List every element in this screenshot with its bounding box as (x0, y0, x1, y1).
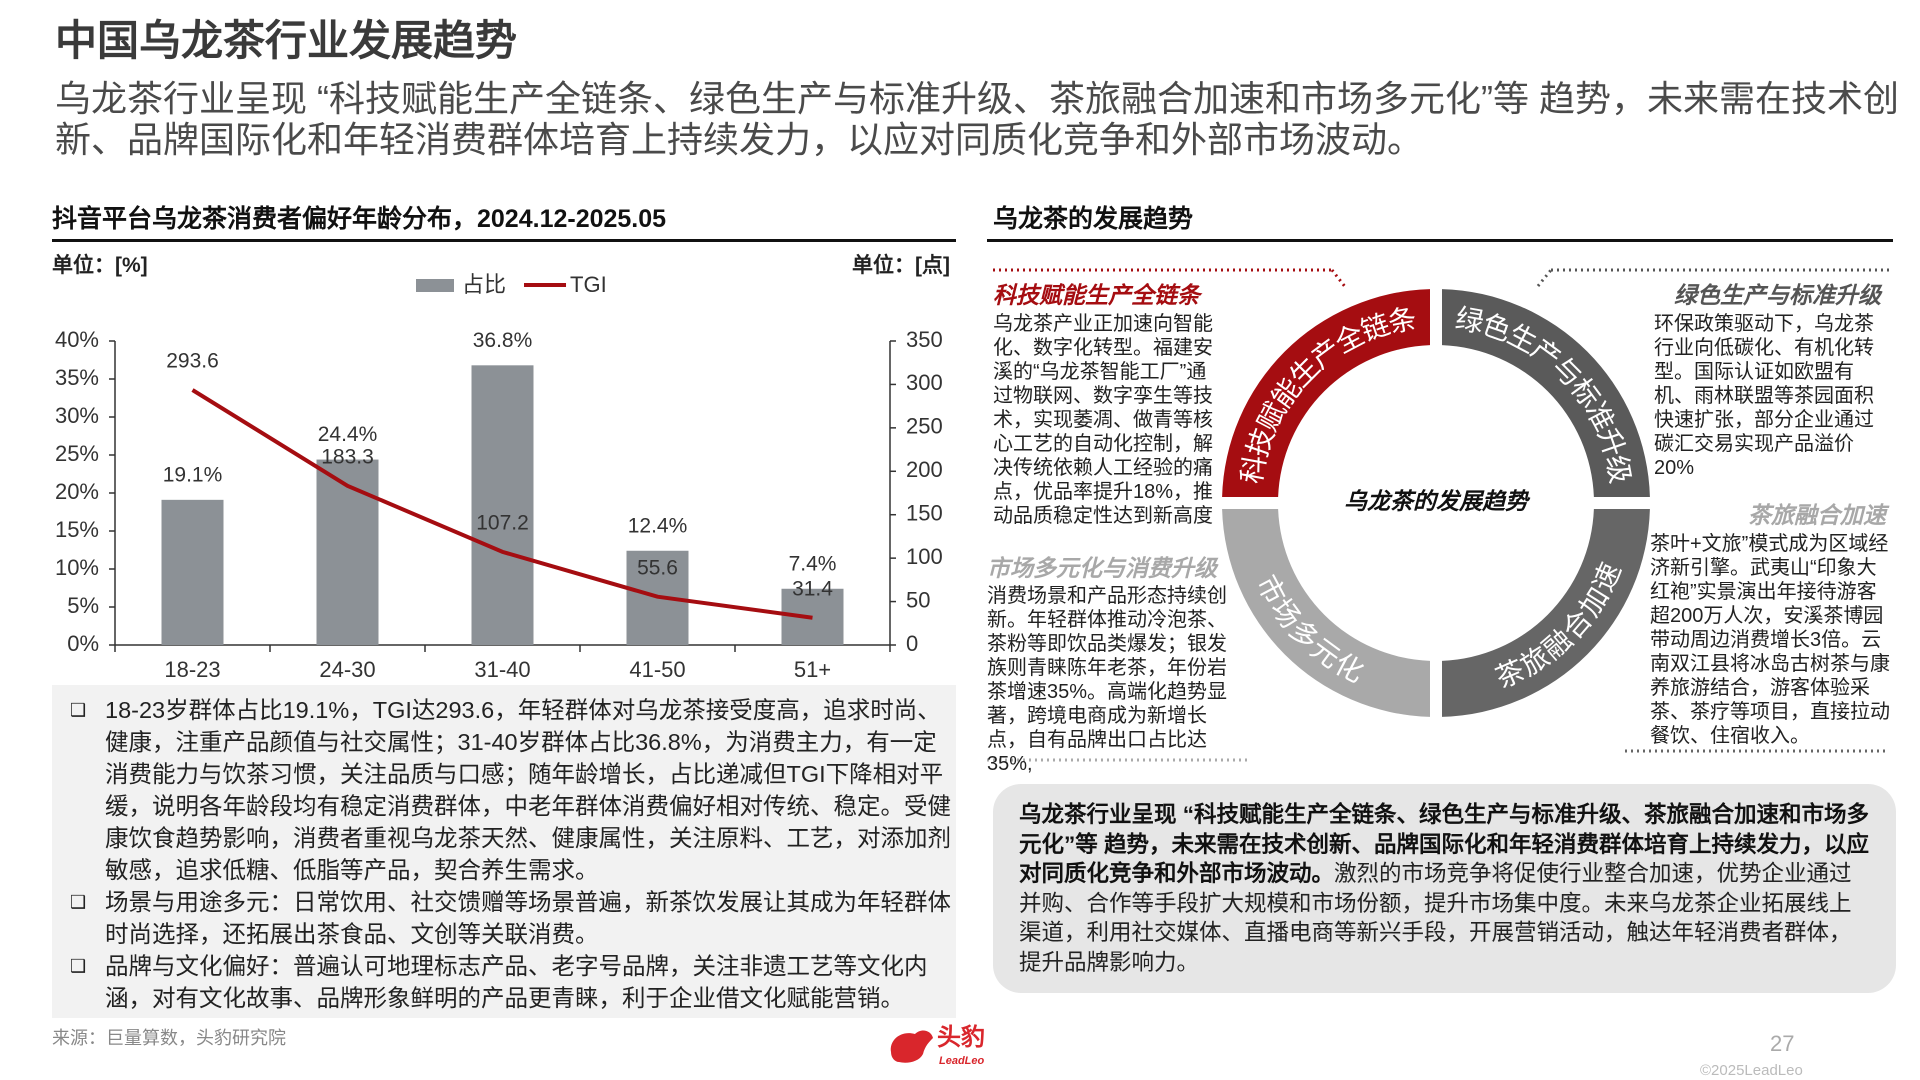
legend-swatch (416, 279, 454, 292)
line-value-label: 183.3 (321, 445, 374, 468)
bar-value-label: 12.4% (628, 514, 688, 537)
connector (1330, 269, 1348, 289)
y2-tick-label: 200 (906, 457, 943, 482)
chart-title: 抖音平台乌龙茶消费者偏好年龄分布，2024.12-2025.05 (52, 205, 667, 233)
ring-segment (1222, 509, 1430, 717)
note-item: 场景与用途多元：日常饮用、社交馈赠等场景普遍，新茶饮发展让其成为年轻群体时尚选择… (52, 886, 956, 950)
legend-label: TGI (570, 272, 607, 297)
y-tick-label: 30% (55, 403, 99, 428)
x-tick-label: 18-23 (164, 657, 220, 682)
section-rule (987, 239, 1893, 242)
y2-unit: 单位：[点] (852, 254, 950, 277)
line-value-label: 31.4 (792, 577, 833, 600)
x-tick-label: 31-40 (474, 657, 530, 682)
logo-icon (890, 1030, 933, 1063)
bar (316, 459, 379, 645)
y2-tick-label: 350 (906, 327, 943, 352)
bar-value-label: 7.4% (789, 552, 837, 575)
summary-text: 激烈的市场竞争将促使行业整合加速，优势企业通过并购、合作等手段扩大规模和市场份额… (1019, 861, 1852, 975)
y-tick-label: 0% (67, 631, 99, 656)
page-number: 27 (1770, 1031, 1795, 1056)
line (191, 388, 813, 620)
bar-value-label: 19.1% (163, 463, 223, 486)
summary-bold: 乌龙茶行业呈现 “科技赋能生产全链条、绿色生产与标准升级、茶旅融合加速和市场多元… (1019, 802, 1870, 886)
y-tick-label: 5% (67, 593, 99, 618)
page-subtitle: 乌龙茶行业呈现 “科技赋能生产全链条、绿色生产与标准升级、茶旅融合加速和市场多元… (55, 78, 1899, 160)
y-unit: 单位：[%] (52, 254, 148, 277)
bar (161, 499, 224, 645)
y-tick-label: 25% (55, 441, 99, 466)
line-value-label: 293.6 (166, 350, 219, 373)
trend-title: 科技赋能生产全链条 (993, 282, 1200, 308)
y2-tick-label: 300 (906, 370, 943, 395)
line-value-label: 55.6 (637, 556, 678, 579)
section-rule (52, 239, 956, 242)
bar-value-label: 36.8% (473, 329, 533, 352)
page-title: 中国乌龙茶行业发展趋势 (55, 17, 518, 64)
x-tick-label: 51+ (794, 657, 831, 682)
trend-title: 市场多元化与消费升级 (987, 555, 1217, 581)
logo-en: LeadLeo (939, 1055, 985, 1067)
ring-segment (1442, 509, 1650, 717)
note-item: 18-23岁群体占比19.1%，TGI达293.6，年轻群体对乌龙茶接受度高，追… (52, 694, 956, 886)
trend-text: 乌龙茶产业正加速向智能化、数字化转型。福建安溪的“乌龙茶智能工厂”通过物联网、数… (993, 313, 1214, 527)
summary-box: 乌龙茶行业呈现 “科技赋能生产全链条、绿色生产与标准升级、茶旅融合加速和市场多元… (993, 784, 1896, 993)
line-value-label: 107.2 (476, 511, 529, 534)
ring-center: 乌龙茶的发展趋势 (1344, 488, 1531, 514)
y2-tick-label: 100 (906, 544, 943, 569)
trend-title: 茶旅融合加速 (1748, 502, 1886, 528)
ring-segment (1442, 289, 1650, 497)
x-tick-label: 24-30 (319, 657, 375, 682)
trend-text: 环保政策驱动下，乌龙茶行业向低碳化、有机化转型。国际认证如欧盟有机、雨林联盟等茶… (1654, 313, 1874, 479)
y-tick-label: 10% (55, 555, 99, 580)
ring-segment (1222, 289, 1430, 497)
y-tick-label: 20% (55, 479, 99, 504)
y2-tick-label: 150 (906, 501, 943, 526)
connector (1536, 269, 1553, 287)
section-title: 乌龙茶的发展趋势 (993, 205, 1194, 233)
note-item: 品牌与文化偏好：普遍认可地理标志产品、老字号品牌，关注非遗工艺等文化内涵，对有文… (52, 950, 956, 1014)
bar (471, 365, 534, 645)
y-tick-label: 35% (55, 365, 99, 390)
source: 来源：巨量算数，头豹研究院 (52, 1028, 286, 1048)
bar-value-label: 24.4% (318, 423, 378, 446)
x-tick-label: 41-50 (629, 657, 685, 682)
notes-box: 18-23岁群体占比19.1%，TGI达293.6，年轻群体对乌龙茶接受度高，追… (52, 685, 956, 1018)
logo-cn: 头豹 (937, 1023, 985, 1051)
copyright: ©2025LeadLeo (1700, 1062, 1803, 1079)
y-tick-label: 40% (55, 327, 99, 352)
y2-tick-label: 0 (906, 631, 918, 656)
logo: 头豹 LeadLeo (890, 1023, 985, 1067)
y2-tick-label: 250 (906, 414, 943, 439)
chart: 0% 5% 10% 15% 20% 25% 30% 35% 40% 0 50 100 150 200 250… (55, 272, 943, 682)
trend-text: 消费场景和产品形态持续创新。年轻群体推动冷泡茶、茶粉等即饮品类爆发；银发族则青睐… (987, 585, 1228, 775)
y2-tick-label: 50 (906, 587, 930, 612)
y-tick-label: 15% (55, 517, 99, 542)
trend-text: 茶叶+文旅”模式成为区域经济新引擎。武夷山“印象大红袍”实景演出年接待游客超20… (1650, 533, 1890, 747)
trend-title: 绿色生产与标准升级 (1674, 282, 1881, 308)
legend-label: 占比 (462, 272, 506, 297)
